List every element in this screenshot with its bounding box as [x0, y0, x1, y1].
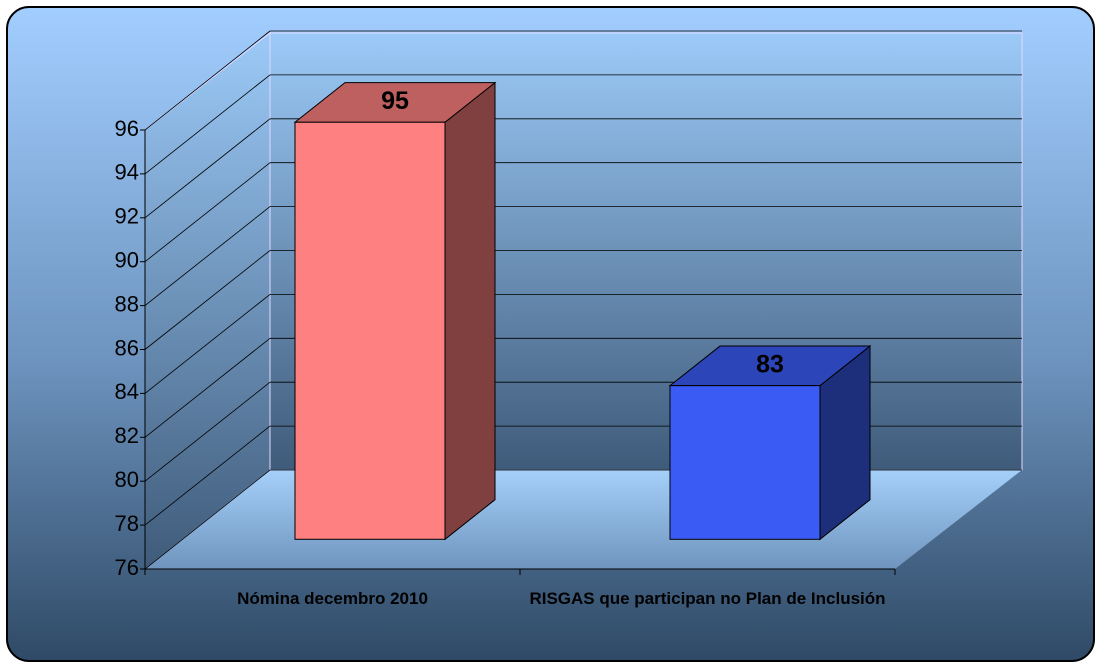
- x-tick-label: Nómina decembro 2010: [237, 589, 428, 608]
- y-tick-label: 88: [115, 291, 139, 316]
- grid-line: [144, 118, 271, 219]
- grid-line: [144, 206, 271, 306]
- grid-line: [144, 294, 271, 394]
- y-tick-label: 80: [115, 467, 139, 492]
- y-tick-label: 86: [115, 335, 139, 360]
- y-tick-label: 96: [115, 116, 139, 141]
- grid-line: [144, 162, 271, 263]
- grid-line: [144, 337, 271, 438]
- grid-line: [144, 381, 271, 482]
- y-tick-label: 82: [115, 423, 139, 448]
- grid-line: [144, 425, 271, 526]
- y-tick-label: 94: [115, 160, 139, 185]
- y-tick-label: 90: [115, 248, 139, 273]
- y-tick-label: 76: [115, 555, 139, 580]
- data-label: 95: [381, 87, 409, 115]
- grid-line: [144, 469, 271, 570]
- bar: [294, 121, 446, 540]
- y-tick-label: 78: [115, 511, 139, 536]
- x-tick-label: RISGAS que participan no Plan de Inclusi…: [529, 589, 886, 608]
- bar: [669, 385, 821, 540]
- floor: [145, 470, 1022, 569]
- y-tick-label: 92: [115, 204, 139, 229]
- bar-side: [444, 81, 496, 541]
- y-tick-label: 84: [115, 379, 139, 404]
- grid-line: [144, 74, 271, 175]
- data-label: 83: [756, 350, 784, 378]
- grid-line: [144, 250, 271, 350]
- grid-line: [144, 30, 271, 131]
